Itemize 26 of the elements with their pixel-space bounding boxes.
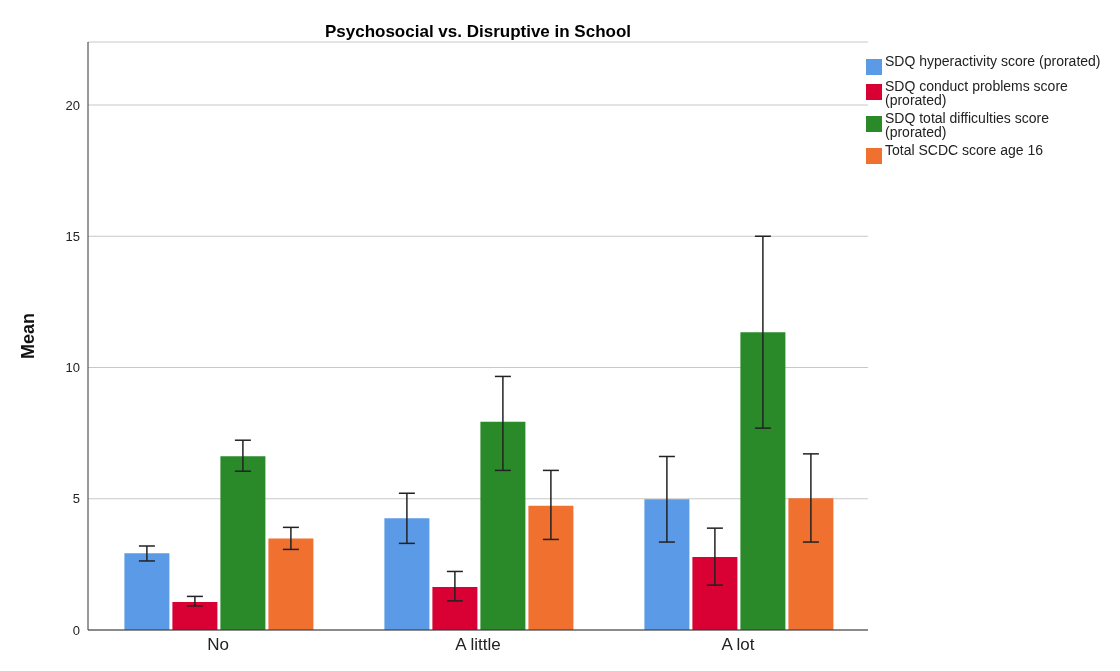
y-tick-label: 0 (72, 622, 80, 638)
legend-label: SDQ hyperactivity score (prorated) (885, 53, 1101, 69)
y-tick-label: 15 (65, 228, 80, 244)
bar (740, 332, 786, 630)
bar (644, 499, 690, 630)
x-tick-label: No (207, 635, 229, 655)
y-tick-label: 20 (65, 97, 80, 113)
x-tick-label: A lot (721, 635, 755, 655)
bar (268, 538, 314, 630)
bar (172, 601, 218, 630)
y-axis-title: Mean (18, 312, 39, 360)
bar (692, 557, 738, 630)
bar (384, 518, 430, 630)
bar (124, 553, 170, 630)
bar (480, 421, 526, 630)
x-tick-label: A little (455, 635, 501, 655)
bar (788, 498, 834, 630)
bar (528, 505, 574, 630)
legend-label: SDQ total difficulties score (prorated) (885, 110, 1050, 140)
legend-label: Total SCDC score age 16 (885, 142, 1043, 158)
bar (220, 456, 266, 630)
y-tick-label: 10 (65, 360, 80, 376)
bar (432, 586, 478, 630)
y-tick-label: 5 (72, 491, 80, 507)
legend-label: SDQ conduct problems score (prorated) (885, 78, 1069, 108)
chart-title: Psychosocial vs. Disruptive in School (323, 22, 633, 42)
